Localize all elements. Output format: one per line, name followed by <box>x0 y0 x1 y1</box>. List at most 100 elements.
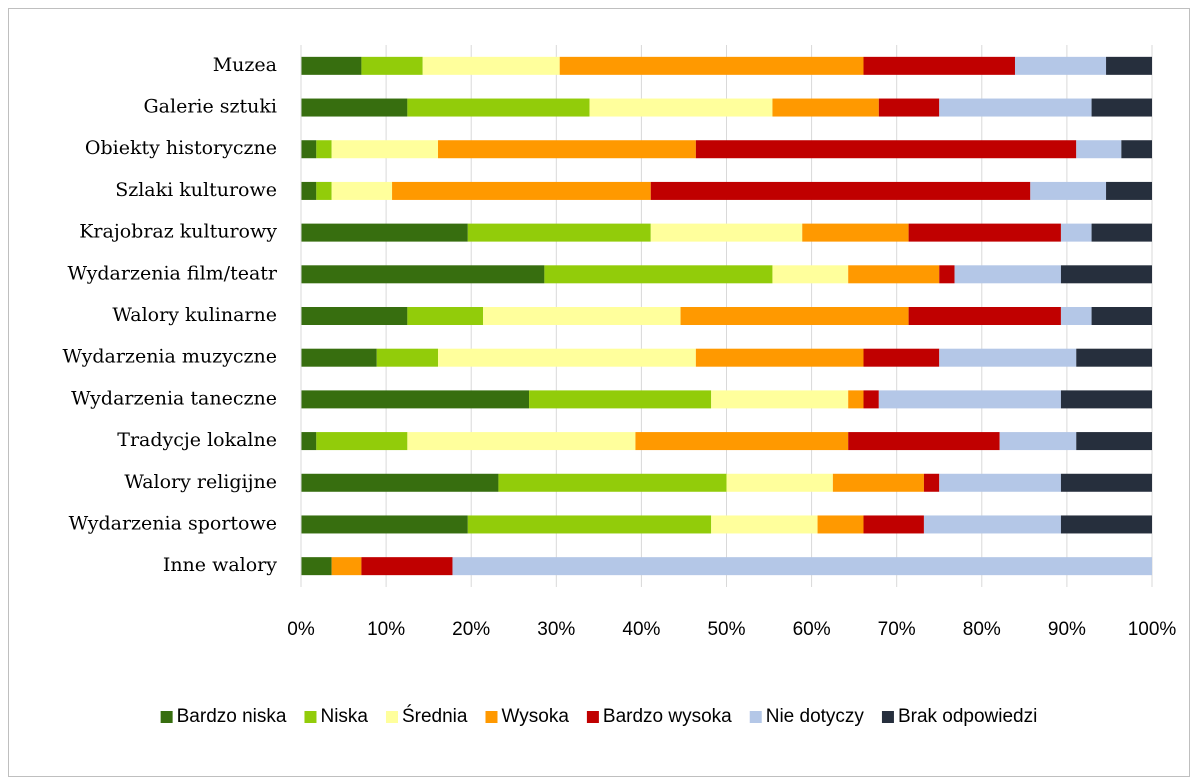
bar-segment <box>939 473 1061 492</box>
bar-segment <box>1106 56 1152 75</box>
bar-segment <box>467 515 712 534</box>
y-tick-label: Wydarzenia taneczne <box>71 387 277 409</box>
bar-segment <box>848 432 1000 451</box>
bar-segment <box>772 98 879 117</box>
bar-segment <box>316 432 408 451</box>
bar-segment <box>301 307 408 325</box>
bar-segment <box>301 98 408 117</box>
bar-segment <box>301 515 468 534</box>
bar-segment <box>650 223 803 242</box>
bar-segment <box>301 473 499 492</box>
bar-segment <box>1091 223 1152 242</box>
y-tick-label: Walory kulinarne <box>112 304 277 326</box>
bar-segment <box>1030 181 1107 200</box>
legend-swatch <box>749 711 762 723</box>
bar-segment <box>407 98 590 117</box>
bar-segment <box>301 181 317 200</box>
bar-segment <box>301 265 545 284</box>
bar-segment <box>939 265 955 284</box>
y-tick-label: Walory religijne <box>124 471 277 493</box>
bar-segment <box>589 98 773 117</box>
y-tick-label: Tradycje lokalne <box>117 429 277 451</box>
y-tick-label: Inne walory <box>163 554 277 576</box>
bar-segment <box>316 181 332 200</box>
bar-segment <box>695 348 864 367</box>
bar-segment <box>544 265 773 284</box>
legend-label: Brak odpowiedzi <box>898 706 1037 727</box>
y-tick-label: Muzea <box>213 54 277 76</box>
x-tick-label: 70% <box>878 619 916 640</box>
bar-segment <box>301 223 468 242</box>
legend-swatch <box>586 711 599 723</box>
bar-segment <box>954 265 1061 284</box>
bar-segment <box>923 473 940 492</box>
bar-segment <box>1091 307 1152 325</box>
legend-label: Średnia <box>402 705 468 727</box>
bar-segment <box>908 307 1061 325</box>
bar-segment <box>498 473 727 492</box>
bar-segment <box>878 98 940 117</box>
bar-segment <box>908 223 1061 242</box>
bar-segment <box>848 390 864 409</box>
bar-segment <box>438 348 696 367</box>
bar-segment <box>301 557 332 576</box>
bar-segment <box>331 140 439 159</box>
y-tick-label: Wydarzenia sportowe <box>69 512 277 534</box>
bar-segment <box>863 348 940 367</box>
bar-segment <box>1060 390 1152 409</box>
legend-swatch <box>485 711 498 723</box>
bar-segment <box>422 56 560 75</box>
bar-segment <box>939 98 1092 117</box>
bar-segment <box>711 515 818 534</box>
bar-segment <box>695 140 1077 159</box>
bar-segment <box>680 307 909 325</box>
bar-segment <box>301 56 362 75</box>
bar-segment <box>1076 432 1152 451</box>
bar-segment <box>1060 223 1092 242</box>
bar-segment <box>438 140 696 159</box>
y-tick-label: Obiekty historyczne <box>85 137 277 159</box>
bar-segment <box>817 515 864 534</box>
bar-segment <box>1076 140 1122 159</box>
x-tick-label: 80% <box>963 619 1001 640</box>
bar-segment <box>923 515 1061 534</box>
bar-segment <box>559 56 864 75</box>
legend-label: Bardzo wysoka <box>603 706 732 727</box>
legend-label: Bardzo niska <box>177 706 287 727</box>
bar-segment <box>772 265 849 284</box>
x-tick-label: 50% <box>707 619 745 640</box>
bar-segment <box>1076 348 1152 367</box>
y-tick-label: Krajobraz kulturowy <box>79 221 277 243</box>
bar-segment <box>1060 265 1152 284</box>
bar-segment <box>726 473 833 492</box>
bar-segment <box>1014 56 1107 75</box>
legend-label: Nie dotyczy <box>766 706 865 727</box>
y-tick-label: Galerie sztuki <box>144 96 278 118</box>
bar-segment <box>863 56 1015 75</box>
bar-segment <box>529 390 712 409</box>
bar-segment <box>1091 98 1152 117</box>
bar-segment <box>467 223 651 242</box>
bar-segment <box>1060 473 1152 492</box>
bar-segment <box>848 265 940 284</box>
bar-segment <box>863 390 879 409</box>
legend-label: Wysoka <box>501 706 569 727</box>
bar-segment <box>802 223 909 242</box>
x-tick-label: 90% <box>1048 619 1086 640</box>
bar-segment <box>1106 181 1152 200</box>
x-tick-label: 40% <box>622 619 660 640</box>
legend-swatch <box>385 711 398 723</box>
bar-segment <box>452 557 1152 576</box>
bar-segment <box>301 432 317 451</box>
legend-swatch <box>160 711 173 723</box>
y-tick-label: Szlaki kulturowe <box>115 179 277 201</box>
bar-segment <box>301 140 317 159</box>
x-tick-label: 20% <box>452 619 490 640</box>
bar-segment <box>361 557 453 576</box>
bar-segment <box>711 390 849 409</box>
bar-segment <box>832 473 924 492</box>
x-tick-label: 10% <box>367 619 405 640</box>
bar-segment <box>635 432 849 451</box>
bar-segment <box>999 432 1077 451</box>
